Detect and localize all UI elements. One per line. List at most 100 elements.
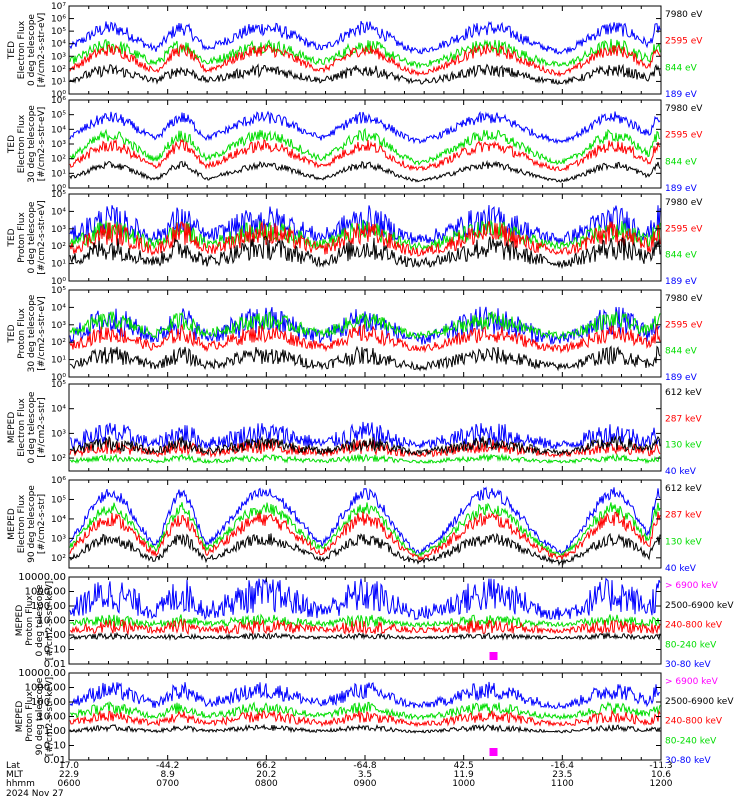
y-axis-label: [#/cm2-s-str-eV] [37,13,47,88]
y-tick-label: 10⁶ [51,15,66,25]
y-axis-label: Electron Flux [17,20,27,79]
legend-entry: 612 keV [665,484,702,494]
y-tick-label: 1.00 [44,726,66,737]
series-blue [69,421,661,451]
series-blue [69,110,661,145]
x-tick-label: -64.8 [353,761,377,771]
series-black [69,159,661,183]
x-row-label: hhmm [6,779,35,789]
y-tick-label: 10⁴ [51,303,66,313]
series-red [69,511,661,562]
y-tick-label: 10³ [51,429,66,439]
y-tick-label: 10² [51,554,66,564]
legend-entry: > 6900 keV [665,677,719,687]
series-red [69,323,661,354]
y-tick-label: 10⁷ [51,2,66,12]
x-tick-label: 8.9 [161,770,176,780]
legend-entry: 2595 eV [665,320,703,330]
y-tick-label: 10¹ [51,77,66,87]
y-tick-label: 10⁰ [51,184,66,194]
y-tick-label: 10⁰ [51,90,66,100]
series-black [69,723,661,734]
legend-entry: 40 keV [665,467,697,477]
y-tick-label: 10⁰ [51,373,66,383]
legend-entry: 7980 eV [665,104,703,114]
chart-panel-7: 0.01 0.10 1.00 10.00 100.00 1000.00 10000.00 ME… [15,572,734,670]
y-axis-label: TED [7,41,17,60]
series-blue [69,306,661,345]
y-tick-label: 10⁴ [51,207,66,217]
y-tick-label: 0.01 [44,659,66,670]
series-green [69,127,661,166]
legend-entry: 287 keV [665,511,702,521]
series-black [69,435,661,457]
y-tick-label: 10.00 [37,616,66,627]
y-tick-label: 0.01 [44,755,66,766]
x-tick-label: 17.0 [59,761,79,771]
y-tick-label: 10⁵ [51,190,66,200]
y-tick-label: 10⁰ [51,277,66,287]
y-axis-label: 0 deg telescope [35,584,45,656]
y-axis-label: MEPED [7,412,17,444]
y-axis-label: 90 deg telescope [27,485,37,563]
legend-entry: 189 eV [665,373,698,383]
y-tick-label: 10⁵ [51,111,66,121]
x-tick-label: -11.3 [649,761,672,771]
legend-entry: 2595 eV [665,37,703,47]
y-axis-label: [#/cm2-s-str] [37,397,47,457]
series-red [69,138,661,172]
x-tick-label: 42.5 [454,761,474,771]
y-tick-label: 1000.00 [25,587,66,598]
y-tick-label: 100.00 [31,601,66,612]
y-axis-label: TED [7,324,17,343]
series-blue [69,681,661,710]
series-green [69,701,661,721]
y-tick-label: 10⁵ [51,27,66,37]
y-tick-label: 10⁴ [51,405,66,415]
y-tick-label: 10¹ [51,356,66,366]
y-axis-label: Proton Flux [25,691,35,742]
legend-entry: 240-800 keV [665,621,723,631]
series-green [69,219,661,252]
x-tick-label: 23.5 [552,770,572,780]
legend-entry: 844 eV [665,157,698,167]
y-tick-label: 10² [51,454,66,464]
y-tick-label: 10² [51,338,66,348]
legend-entry: 240-800 keV [665,717,723,727]
plot-frame [68,99,662,189]
legend-entry: 40 keV [665,564,697,574]
x-tick-label: 1000 [452,779,475,789]
y-axis-label: MEPED [15,605,25,637]
chart-panel-1: 10⁰ 10¹ 10² 10³ 10⁴ 10⁵ 10⁶ 10⁷ TED Electron Flux… [7,2,703,100]
y-axis-label: [#/cm2-s-str] [37,494,47,554]
y-tick-label: 10⁶ [51,96,66,106]
y-tick-label: 10¹ [51,169,66,179]
y-tick-label: 10⁴ [51,125,66,135]
series-red [69,220,661,257]
legend-entry: 7980 eV [665,294,703,304]
chart-panel-6: 10² 10³ 10⁴ 10⁵ 10⁶ MEPED Electron Flux 90 deg … [7,476,702,574]
legend-entry: 844 eV [665,251,698,261]
series-green [69,38,661,70]
x-row-label: Lat [6,761,21,771]
chart-panel-5: 10² 10³ 10⁴ 10⁵ MEPED Electron Flux 0 deg tele… [7,380,702,477]
y-axis-label: 0 deg telescope [27,14,37,86]
y-axis-label: TED [7,135,17,154]
y-axis-label: Proton Flux [25,595,35,646]
plot-frame [68,479,662,569]
x-tick-label: 1100 [551,779,574,789]
y-tick-label: 10¹ [51,260,66,270]
legend-entry: 189 eV [665,277,698,287]
y-tick-label: 10000.00 [18,572,66,583]
x-tick-label: 3.5 [358,770,372,780]
legend-entry: 2595 eV [665,224,703,234]
y-tick-label: 1000.00 [25,683,66,694]
y-tick-label: 100.00 [31,697,66,708]
y-axis-label: 30 deg telescope [27,294,37,372]
y-tick-label: 10² [51,65,66,75]
legend-entry: 7980 eV [665,198,703,208]
x-tick-label: 22.9 [59,770,79,780]
y-axis-label: Proton Flux [17,308,27,359]
y-tick-label: 10² [51,155,66,165]
